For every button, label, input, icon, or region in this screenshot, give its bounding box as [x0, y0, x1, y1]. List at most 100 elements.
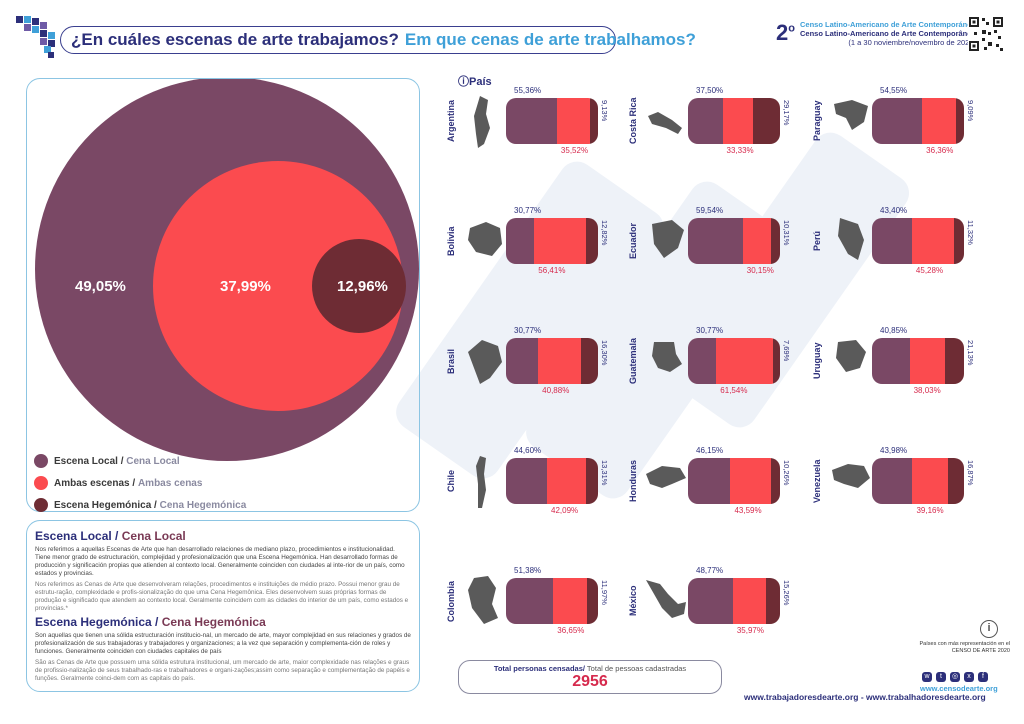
value-label-hegemonica: 12,82% [600, 220, 609, 246]
value-label-hegemonica: 9,13% [600, 100, 609, 122]
bar-segment-local [688, 218, 743, 264]
legend-swatch [34, 454, 48, 468]
total-value: 2956 [572, 673, 608, 690]
stacked-bar [872, 98, 964, 144]
country-card: Argentina 55,36% 35,52% 9,13% [446, 86, 620, 172]
info-icon[interactable]: i [980, 620, 998, 638]
bubble-ambas [153, 161, 403, 411]
bar-segment-ambas [732, 578, 766, 624]
bar-segment-ambas [556, 98, 590, 144]
country-map-icon [474, 96, 490, 148]
country-card: Paraguay 54,55% 36,36% 9,09% [812, 86, 986, 172]
stacked-bar [506, 578, 598, 624]
site-links[interactable]: www.trabajadoresdearte.org - www.trabalh… [744, 692, 986, 702]
legend-item-hegemonica: Escena Hegemónica / Cena Hegemónica [34, 498, 246, 512]
bubble-label-hegemonica: 12,96% [337, 278, 388, 295]
local-definition-pt: Nos referimos as Cenas de Arte que desen… [35, 581, 409, 612]
value-label-local: 40,85% [880, 326, 908, 335]
value-label-hegemonica: 7,69% [782, 340, 791, 362]
bar-segment-hegemonica [955, 98, 964, 144]
bar-segment-ambas [538, 338, 581, 384]
total-label: Total personas censadas/ Total de pessoa… [493, 664, 687, 673]
country-card: Ecuador 59,54% 30,15% 10,31% [628, 206, 802, 292]
legend: Escena Local / Cena Local Ambas escenas … [34, 454, 246, 520]
country-card: Perú 43,40% 45,28% 11,32% [812, 206, 986, 292]
bar-segment-ambas [742, 218, 771, 264]
value-label-hegemonica: 9,09% [966, 100, 975, 122]
hegemonic-definition-pt: São as Cenas de Arte que possuem uma sól… [35, 659, 410, 682]
title-pt: Em que cenas de arte trabalhamos? [404, 30, 696, 49]
value-label-hegemonica: 10,26% [782, 460, 791, 486]
value-label-local: 55,36% [514, 86, 542, 95]
value-label-hegemonica: 11,97% [600, 580, 609, 605]
bar-segment-local [872, 338, 910, 384]
bar-segment-local [506, 338, 539, 384]
country-name: Honduras [628, 460, 638, 503]
legend-swatch [34, 498, 48, 512]
stacked-bar [872, 218, 964, 264]
country-map-icon [836, 340, 866, 372]
facebook-icon[interactable]: f [978, 672, 988, 682]
bar-segment-ambas [909, 338, 945, 384]
bubble-hegemonica [312, 239, 406, 333]
country-map-icon [468, 222, 502, 256]
stacked-bar [506, 98, 598, 144]
value-label-ambas: 36,36% [926, 146, 954, 155]
bar-segment-ambas [534, 218, 587, 264]
stacked-bar [506, 338, 598, 384]
bar-segment-local [872, 458, 913, 504]
bar-segment-ambas [722, 98, 754, 144]
bar-segment-hegemonica [580, 338, 598, 384]
telegram-icon[interactable]: t [936, 672, 946, 682]
stacked-bar [688, 98, 780, 144]
country-map-icon [648, 112, 682, 134]
value-label-hegemonica: 16,30% [600, 340, 609, 366]
instagram-icon[interactable]: ◎ [950, 672, 960, 682]
site-link-censo[interactable]: www.censodearte.org [920, 684, 998, 693]
total-box: Total personas censadas/ Total de pessoa… [458, 660, 722, 694]
census-info: Censo Latino-Americano de Arte Contempor… [800, 20, 976, 47]
value-label-hegemonica: 29,17% [782, 100, 791, 126]
bar-segment-hegemonica [953, 218, 964, 264]
hegemonic-heading: Escena Hegemónica / Cena Hegemónica [35, 615, 266, 629]
value-label-local: 51,38% [514, 566, 542, 575]
country-card: México 48,77% 35,97% 15,26% [628, 566, 802, 652]
country-map-icon [838, 218, 864, 260]
census-number: 2o [776, 20, 795, 45]
country-map-icon [468, 576, 498, 624]
country-name: Venezuela [812, 459, 822, 503]
hegemonic-definition-es: Son aquellas que tienen una sólida estru… [35, 632, 411, 655]
local-heading: Escena Local / Cena Local [35, 529, 186, 543]
country-map-icon [646, 580, 686, 618]
qr-code-icon[interactable] [968, 16, 1004, 52]
country-name: Perú [812, 231, 822, 252]
country-name: Chile [446, 470, 456, 493]
whatsapp-icon[interactable]: w [922, 672, 932, 682]
value-label-hegemonica: 13,31% [600, 460, 609, 486]
bar-segment-local [688, 338, 717, 384]
bar-segment-ambas [911, 218, 954, 264]
bar-segment-hegemonica [944, 338, 964, 384]
value-label-local: 30,77% [696, 326, 724, 335]
twitter-icon[interactable]: x [964, 672, 974, 682]
info-note: Países con más representación en el CENS… [919, 641, 1011, 654]
bubble-label-ambas: 37,99% [220, 278, 271, 295]
stacked-bar [506, 458, 598, 504]
country-card: Uruguay 40,85% 38,03% 21,13% [812, 326, 986, 412]
country-name: Paraguay [812, 100, 822, 142]
country-card: Chile 44,60% 42,09% 13,31% [446, 446, 620, 532]
country-card: Bolivia 30,77% 56,41% 12,82% [446, 206, 620, 292]
bar-segment-local [506, 458, 548, 504]
country-card: Guatemala 30,77% 61,54% 7,69% [628, 326, 802, 412]
value-label-ambas: 56,41% [538, 266, 566, 275]
country-name: Uruguay [812, 342, 822, 380]
value-label-ambas: 61,54% [720, 386, 748, 395]
value-label-hegemonica: 21,13% [966, 340, 975, 366]
local-definition-es: Nos referimos a aquellas Escenas de Arte… [35, 546, 405, 577]
country-name: Ecuador [628, 223, 638, 260]
country-name: Brasil [446, 348, 456, 374]
country-map-icon [468, 340, 502, 384]
bar-segment-local [506, 218, 535, 264]
country-map-icon [652, 342, 682, 372]
bar-segment-ambas [730, 458, 771, 504]
